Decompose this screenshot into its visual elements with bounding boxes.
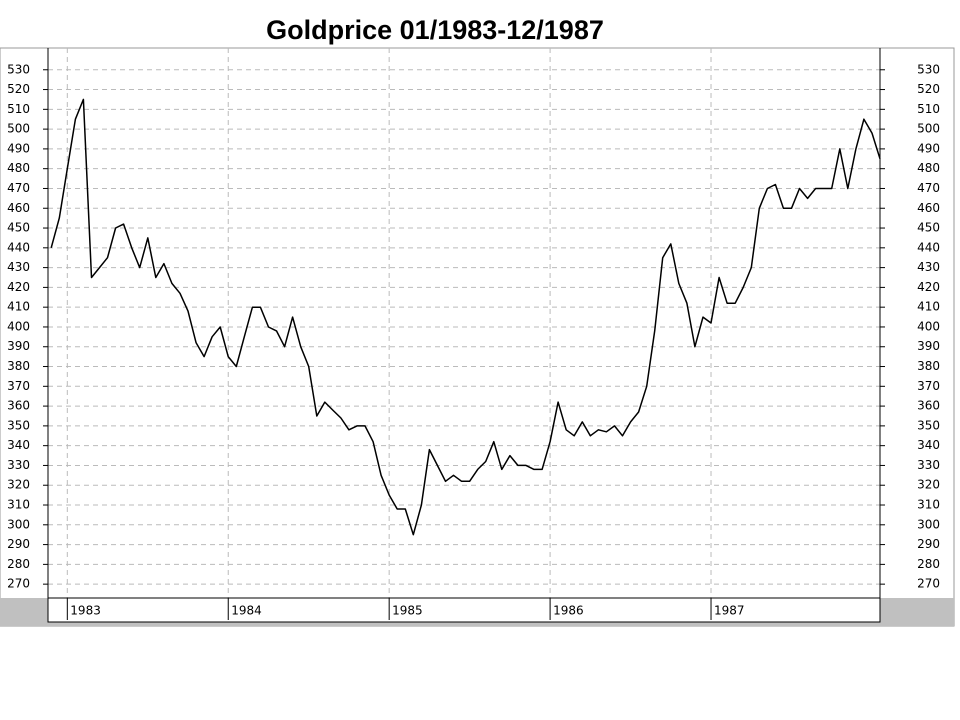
y-tick-label: 530 — [7, 62, 30, 76]
y2-tick-label: 530 — [917, 62, 940, 76]
y2-tick-label: 350 — [917, 418, 940, 432]
y2-tick-label: 280 — [917, 557, 940, 571]
x-tick-label: 1985 — [392, 604, 423, 618]
y-tick-label: 480 — [7, 161, 30, 175]
y2-tick-label: 340 — [917, 438, 940, 452]
y2-tick-label: 360 — [917, 399, 940, 413]
y2-tick-label: 390 — [917, 339, 940, 353]
y-tick-label: 350 — [7, 418, 30, 432]
y-tick-label: 270 — [7, 577, 30, 591]
price-line — [50, 98, 881, 536]
y-tick-label: 500 — [7, 122, 30, 136]
y-tick-label: 320 — [7, 478, 30, 492]
y2-tick-label: 490 — [917, 141, 940, 155]
y-tick-label: 280 — [7, 557, 30, 571]
y-tick-label: 390 — [7, 339, 30, 353]
y2-tick-label: 300 — [917, 517, 940, 531]
y2-tick-label: 430 — [917, 260, 940, 274]
x-tick-label: 1987 — [714, 604, 745, 618]
y2-tick-label: 290 — [917, 537, 940, 551]
y2-tick-label: 320 — [917, 478, 940, 492]
y-tick-label: 380 — [7, 359, 30, 373]
x-tick-label: 1983 — [70, 604, 101, 618]
y-tick-label: 420 — [7, 280, 30, 294]
x-axis-band — [47, 597, 881, 623]
y-tick-label: 490 — [7, 141, 30, 155]
y2-tick-label: 460 — [917, 201, 940, 215]
y-tick-label: 300 — [7, 517, 30, 531]
y2-tick-label: 270 — [917, 577, 940, 591]
x-tick-label: 1986 — [553, 604, 584, 618]
y-tick-label: 520 — [7, 82, 30, 96]
y2-tick-label: 330 — [917, 458, 940, 472]
y-tick-label: 470 — [7, 181, 30, 195]
chart-title: Goldprice 01/1983-12/1987 — [266, 15, 604, 45]
y2-tick-label: 440 — [917, 240, 940, 254]
y-tick-label: 440 — [7, 240, 30, 254]
y2-tick-label: 400 — [917, 319, 940, 333]
y-tick-label: 290 — [7, 537, 30, 551]
y-tick-label: 460 — [7, 201, 30, 215]
y-tick-label: 330 — [7, 458, 30, 472]
y2-tick-label: 380 — [917, 359, 940, 373]
y2-tick-label: 500 — [917, 122, 940, 136]
y-tick-label: 410 — [7, 300, 30, 314]
y-tick-label: 340 — [7, 438, 30, 452]
y2-tick-label: 480 — [917, 161, 940, 175]
y-tick-label: 510 — [7, 102, 30, 116]
chart-panel — [0, 47, 955, 627]
y-tick-label: 400 — [7, 319, 30, 333]
y-tick-label: 310 — [7, 498, 30, 512]
y2-tick-label: 420 — [917, 280, 940, 294]
y2-tick-label: 470 — [917, 181, 940, 195]
y-tick-label: 360 — [7, 399, 30, 413]
y2-tick-label: 310 — [917, 498, 940, 512]
y2-tick-label: 510 — [917, 102, 940, 116]
y-tick-label: 370 — [7, 379, 30, 393]
y2-tick-label: 520 — [917, 82, 940, 96]
y2-tick-label: 410 — [917, 300, 940, 314]
y-tick-label: 430 — [7, 260, 30, 274]
x-tick-label: 1984 — [231, 604, 262, 618]
y-tick-label: 450 — [7, 221, 30, 235]
y2-tick-label: 370 — [917, 379, 940, 393]
y2-tick-label: 450 — [917, 221, 940, 235]
